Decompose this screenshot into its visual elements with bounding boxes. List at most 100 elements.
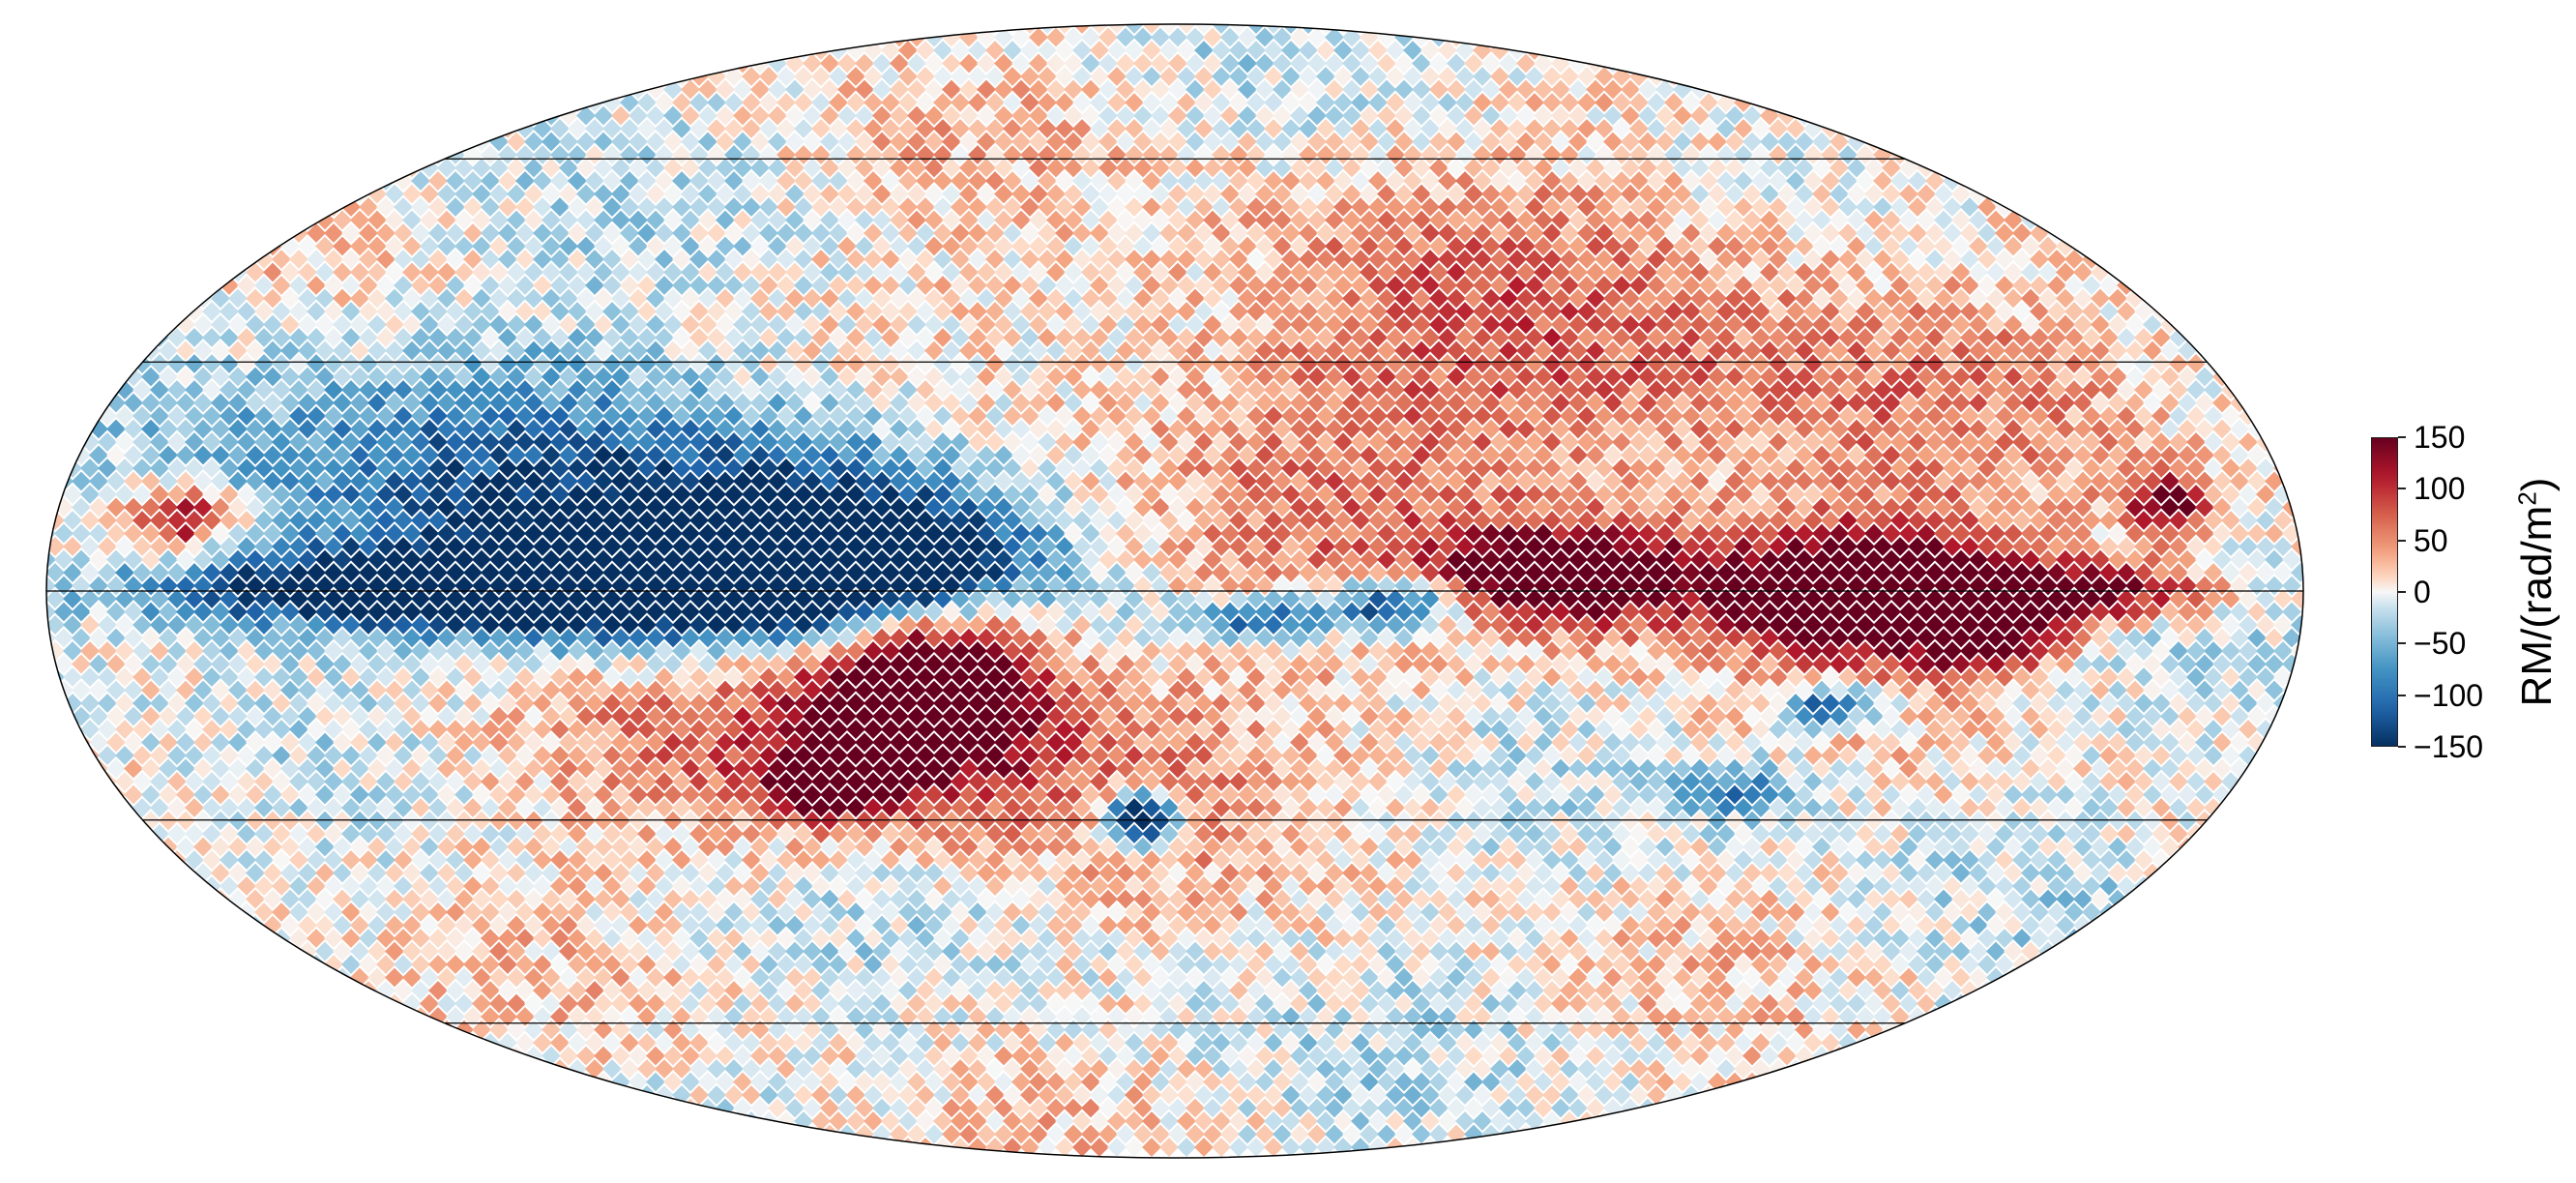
sky-pixel [1525, 67, 1544, 86]
sky-pixel [1603, 184, 1623, 204]
sky-pixel [1873, 197, 1892, 217]
sky-pixel [1420, 93, 1440, 112]
sky-pixel [1342, 53, 1361, 74]
sky-pixel [1064, 79, 1083, 100]
sky-pixel [1011, 27, 1031, 47]
sky-pixel [1307, 158, 1327, 178]
sky-pixel [1412, 132, 1431, 152]
sky-pixel [1621, 210, 1640, 230]
sky-pixel [1516, 132, 1536, 152]
sky-pixel [1856, 171, 1875, 191]
sky-pixel [1386, 41, 1405, 60]
sky-pixel [1664, 197, 1683, 217]
sky-pixel [376, 197, 395, 217]
sky-pixel [1151, 105, 1170, 126]
sky-pixel [1212, 171, 1231, 191]
sky-pixel [1394, 210, 1414, 230]
sky-pixel [1838, 145, 1858, 164]
sky-pixel [1159, 41, 1179, 60]
sky-pixel [1464, 79, 1483, 100]
sky-pixel [1664, 171, 1683, 191]
sky-pixel [1873, 171, 1892, 191]
sky-pixel [1386, 171, 1405, 191]
sky-pixel [1499, 79, 1518, 100]
sky-pixel [994, 132, 1013, 152]
sky-pixel [1238, 158, 1257, 178]
sky-pixel [1325, 210, 1344, 230]
sky-pixel [1708, 105, 1727, 126]
sky-pixel [1186, 210, 1205, 230]
sky-pixel [1011, 53, 1031, 74]
sky-pixel [1133, 53, 1153, 74]
sky-pixel [1177, 93, 1196, 112]
sky-pixel [472, 184, 491, 204]
sky-pixel [1020, 171, 1039, 191]
sky-pixel [1986, 210, 2005, 230]
sky-pixel [1360, 184, 1379, 204]
sky-pixel [1081, 210, 1100, 230]
sky-pixel [1699, 93, 1718, 112]
sky-pixel [1342, 210, 1361, 230]
sky-pixel [1125, 145, 1144, 164]
sky-pixel [1673, 184, 1692, 204]
sky-pixel [1316, 67, 1335, 86]
sky-pixel [1377, 105, 1396, 126]
sky-pixel [1951, 210, 1971, 230]
sky-pixel [1020, 119, 1039, 138]
sky-pixel [1273, 158, 1292, 178]
sky-pixel [1386, 119, 1405, 138]
sky-pixel [402, 210, 422, 230]
sky-pixel [1690, 132, 1710, 152]
sky-pixel [1447, 132, 1466, 152]
sky-pixel [1542, 171, 1562, 191]
sky-pixel [1081, 79, 1100, 100]
sky-pixel [1455, 119, 1475, 138]
sky-pixel [1072, 197, 1092, 217]
sky-pixel [1098, 210, 1118, 230]
sky-pixel [1473, 67, 1492, 86]
sky-pixel [1299, 145, 1318, 164]
sky-pixel [1133, 184, 1153, 204]
sky-pixel [1377, 132, 1396, 152]
sky-pixel [1420, 171, 1440, 191]
sky-pixel [1690, 184, 1710, 204]
sky-pixel [1255, 184, 1274, 204]
sky-pixel [1064, 27, 1083, 47]
sky-pixel [1673, 132, 1692, 152]
sky-pixel [481, 223, 500, 243]
sky-pixel [1029, 27, 1048, 47]
sky-pixel [1516, 184, 1536, 204]
sky-pixel [1055, 119, 1074, 138]
sky-pixel [1194, 93, 1214, 112]
sky-pixel [1159, 119, 1179, 138]
sky-pixel [1281, 197, 1301, 217]
sky-pixel [1568, 184, 1588, 204]
sky-pixel [1159, 93, 1179, 112]
sky-pixel [1003, 119, 1022, 138]
sky-pixel [1246, 145, 1266, 164]
sky-pixel [1682, 171, 1701, 191]
sky-pixel [994, 105, 1013, 126]
sky-pixel [1786, 197, 1805, 217]
sky-pixel [1046, 79, 1066, 100]
sky-pixel [1273, 105, 1292, 126]
sky-pixel [1090, 67, 1109, 86]
sky-pixel [1151, 210, 1170, 230]
sky-pixel [1342, 27, 1361, 47]
sky-pixel [1734, 119, 1753, 138]
sky-pixel [1290, 27, 1309, 47]
sky-pixel [1264, 41, 1283, 60]
sky-pixel [2004, 210, 2023, 230]
sky-pixel [1595, 171, 1614, 191]
sky-pixel [1229, 197, 1248, 217]
sky-pixel [1803, 197, 1823, 217]
sky-pixel [1821, 145, 1840, 164]
sky-pixel [1168, 53, 1187, 74]
sky-pixel [446, 171, 465, 191]
sky-pixel [1333, 67, 1353, 86]
sky-pixel [1429, 158, 1449, 178]
sky-pixel [1647, 93, 1666, 112]
sky-pixel [1925, 171, 1945, 191]
sky-pixel [1090, 145, 1109, 164]
sky-pixel [1273, 79, 1292, 100]
